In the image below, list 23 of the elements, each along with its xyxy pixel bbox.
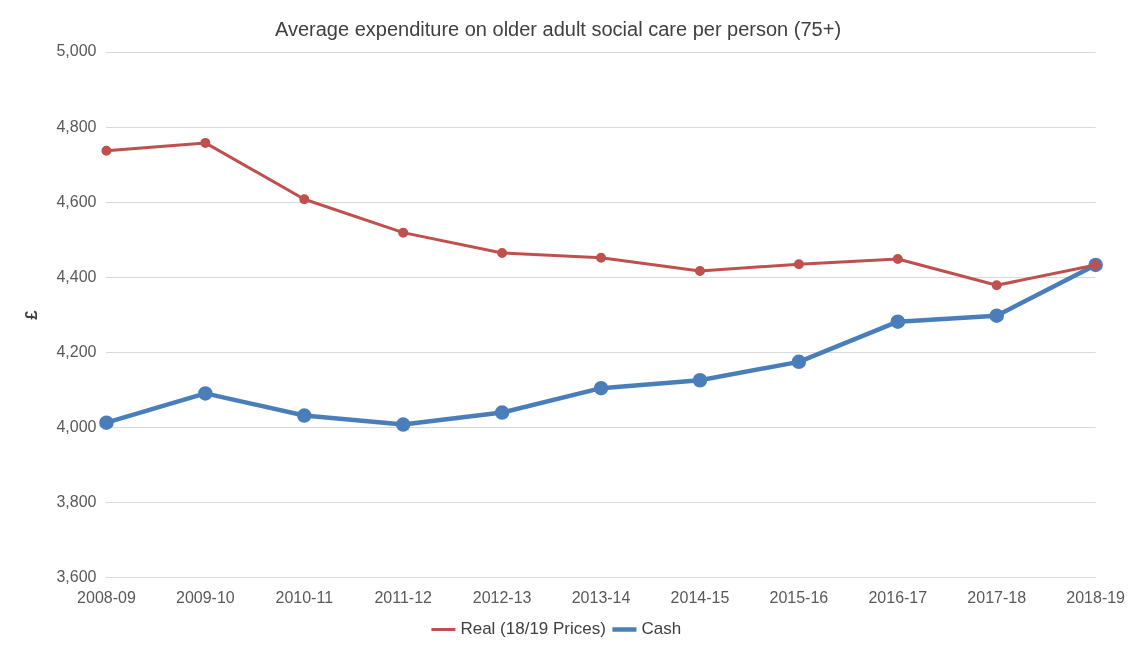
y-tick-label: 4,200 xyxy=(56,342,97,360)
x-tick-label: 2012-13 xyxy=(472,588,532,606)
legend-label: Cash xyxy=(641,619,682,639)
x-tick-label: 2017-18 xyxy=(967,588,1027,606)
x-tick-label: 2018-19 xyxy=(1066,588,1126,606)
x-tick-label: 2014-15 xyxy=(670,588,730,606)
x-tick-label: 2008-09 xyxy=(77,588,136,606)
x-tick-label: 2010-11 xyxy=(275,588,334,606)
chart-title: Average expenditure on older adult social care per person (75+) xyxy=(274,17,842,40)
legend-label: Real (18/19 Prices) xyxy=(460,619,606,639)
y-tick-label: 3,600 xyxy=(56,568,97,586)
y-tick-label: 4,000 xyxy=(56,417,97,435)
x-tick-label: 2013-14 xyxy=(571,588,631,606)
x-tick-label: 2009-10 xyxy=(176,588,235,606)
y-tick-label: 4,800 xyxy=(56,117,97,135)
y-axis-title: £ xyxy=(21,309,41,320)
x-tick-label: 2016-17 xyxy=(868,588,928,606)
y-tick-label: 3,800 xyxy=(56,493,97,511)
x-tick-label: 2015-16 xyxy=(769,588,829,606)
x-tick-label: 2011-12 xyxy=(374,588,433,606)
y-tick-label: 4,400 xyxy=(56,267,97,285)
y-tick-label: 4,600 xyxy=(56,192,97,210)
y-tick-label: 5,000 xyxy=(56,42,97,60)
